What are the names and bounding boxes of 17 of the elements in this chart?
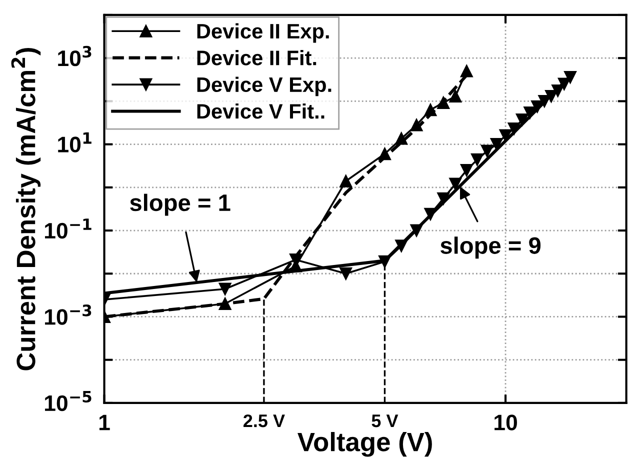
legend-label: Device II Exp. (197, 23, 329, 43)
x-axis-title: Voltage (V) (298, 432, 432, 457)
legend-label: Device V Exp. (197, 76, 332, 96)
annotation: 5 V (372, 414, 398, 428)
annotation: slope = 1 (130, 194, 230, 216)
x-tick-label: 10 (494, 414, 517, 430)
y-tick-label: 10$^{1}$ (58, 132, 92, 152)
annotation: slope = 9 (440, 236, 541, 259)
x-tick-label: 1 (100, 414, 110, 430)
legend-label: Device V Fit.. (197, 103, 324, 119)
y-axis-title: Current Density (mA/cm$^{2}$) (11, 48, 41, 370)
y-tick-label: 10$^{3}$ (58, 46, 92, 66)
y-tick-label: 10$^{−3}$ (45, 304, 92, 325)
y-tick-label: 10$^{−5}$ (45, 391, 92, 412)
y-tick-label: 10$^{−1}$ (45, 218, 92, 239)
legend-label: Device II Fit. (197, 50, 316, 66)
annotation: 2.5 V (244, 414, 285, 428)
